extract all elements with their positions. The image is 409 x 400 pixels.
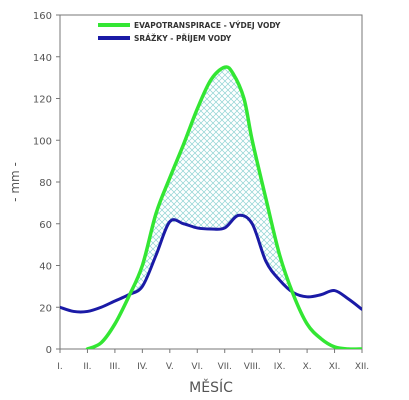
- x-tick-label: X.: [303, 362, 312, 372]
- surplus-area-region: [130, 67, 292, 294]
- x-tick-label: IV.: [137, 362, 148, 372]
- y-tick-label: 140: [33, 53, 52, 64]
- legend: EVAPOTRANSPIRACE - VÝDEJ VODY SRÁŽKY - P…: [98, 21, 281, 43]
- legend-label-evapotranspiration: EVAPOTRANSPIRACE - VÝDEJ VODY: [134, 21, 281, 30]
- x-tick-label: I.: [57, 362, 63, 372]
- y-tick-label: 160: [33, 11, 52, 22]
- x-tick-label: V.: [166, 362, 174, 372]
- x-tick-label: VI.: [191, 362, 203, 372]
- evapotranspiration-line: [85, 65, 362, 349]
- x-tick-label: VIII.: [244, 362, 261, 372]
- series-lines: [60, 65, 362, 349]
- y-tick-label: 120: [33, 95, 52, 106]
- y-tick-label: 40: [39, 262, 52, 273]
- x-tick-label: XII.: [355, 362, 369, 372]
- y-tick-label: 20: [39, 303, 52, 314]
- x-tick-label: III.: [109, 362, 120, 372]
- x-tick-label: VII.: [218, 362, 232, 372]
- y-axis-ticks: 0 20 40 60 80 100 120 140 160: [33, 11, 60, 356]
- precipitation-line: [60, 213, 362, 314]
- y-tick-label: 0: [46, 345, 52, 356]
- y-tick-label: 60: [39, 220, 52, 231]
- x-tick-label: XI.: [329, 362, 341, 372]
- y-axis-title: - mm -: [8, 162, 22, 202]
- surplus-hatch-area: [130, 67, 292, 294]
- y-tick-label: 100: [33, 136, 52, 147]
- x-tick-label: IX.: [274, 362, 286, 372]
- legend-label-precipitation: SRÁŽKY - PŘÍJEM VODY: [134, 34, 232, 43]
- x-axis-ticks: I. II. III. IV. V. VI. VII. VIII. IX. X. XI. XII.: [57, 349, 369, 372]
- x-axis-title: MĚSÍC: [189, 379, 233, 396]
- x-tick-label: II.: [83, 362, 91, 372]
- y-tick-label: 80: [39, 178, 52, 189]
